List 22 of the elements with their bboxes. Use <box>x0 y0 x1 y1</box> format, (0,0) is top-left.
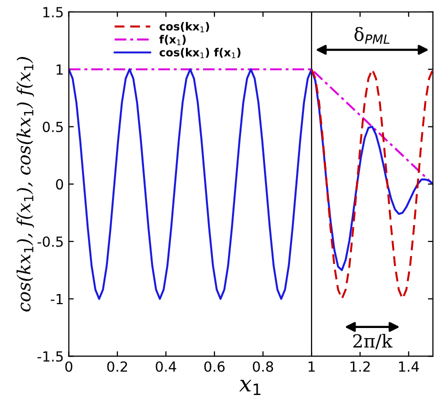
y-tick-label: -1 <box>50 294 63 304</box>
x-tick-label: 1 <box>308 362 315 372</box>
y-tick-label: 1.5 <box>43 7 63 18</box>
x-tick-label: 1.4 <box>399 362 419 372</box>
y-tick-label: -0.5 <box>38 236 63 247</box>
y-tick-label: 0 <box>56 179 64 190</box>
y-tick-label: 0.5 <box>42 122 63 132</box>
annotation: 2π/k <box>353 334 393 350</box>
legend-label: cos(kx$_{1}$) f(x$_{1}$) <box>160 48 240 58</box>
x-tick-label: 0.2 <box>107 361 128 372</box>
x-tick-label: 0.8 <box>252 361 274 372</box>
x-tick-label: 0 <box>65 361 72 372</box>
annotation: δ$_{PML}$ <box>354 26 390 44</box>
x-tick-label: 0.4 <box>156 361 176 372</box>
legend-label: f(x$_{1}$) <box>159 34 186 46</box>
y-tick-label: 1 <box>56 64 63 75</box>
y-tick-label: -1.5 <box>38 351 63 362</box>
x-tick-label: 1.2 <box>350 361 370 372</box>
x-tick-label: 0.6 <box>204 361 225 372</box>
x-axis-title: x$_{1}$ <box>239 380 260 396</box>
legend-label: cos(kx$_{1}$) <box>160 22 210 32</box>
text: cos(kx$_{1}$), f(x$_{1}$), cos(kx$_{1}$) f(x$_{1}$) <box>16 57 34 312</box>
